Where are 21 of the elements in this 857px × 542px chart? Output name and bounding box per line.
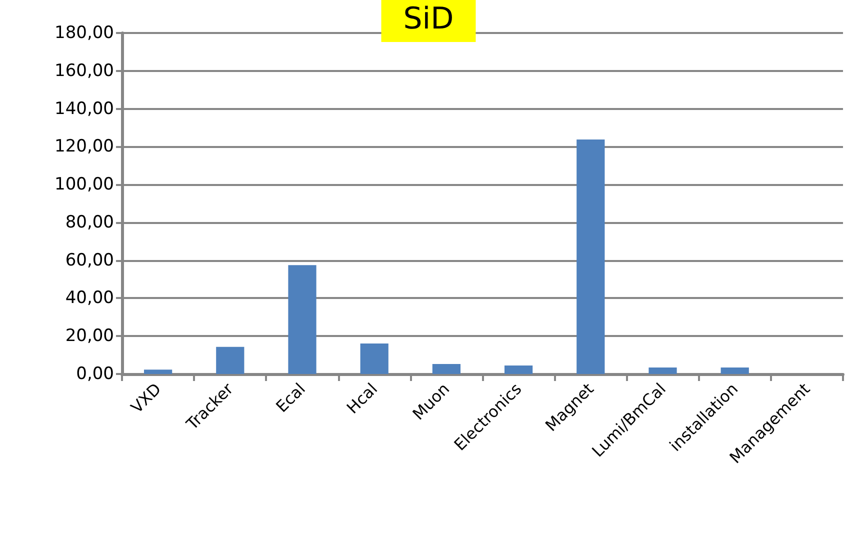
- y-tick-label: 0,00: [76, 364, 114, 384]
- bar: [432, 364, 461, 374]
- y-tick-label: 120,00: [54, 136, 114, 157]
- bar: [720, 368, 749, 374]
- bar: [576, 139, 605, 374]
- bar: [288, 265, 316, 374]
- chart-title: SiD: [403, 2, 454, 36]
- y-tick-label: 20,00: [65, 326, 114, 346]
- bar: [216, 346, 244, 374]
- bar: [648, 368, 677, 374]
- y-tick-label: 40,00: [65, 288, 114, 308]
- y-tick-label: 100,00: [54, 174, 114, 195]
- y-tick-label: 60,00: [65, 250, 114, 270]
- y-tick-label: 140,00: [54, 98, 114, 119]
- y-tick-label: 80,00: [65, 212, 114, 232]
- y-tick-label: 160,00: [54, 60, 114, 81]
- bar: [504, 365, 533, 374]
- y-tick-label: 180,00: [54, 23, 114, 43]
- bar: [360, 344, 388, 374]
- bar: [144, 370, 172, 374]
- x-tick-label: VXD: [127, 379, 165, 417]
